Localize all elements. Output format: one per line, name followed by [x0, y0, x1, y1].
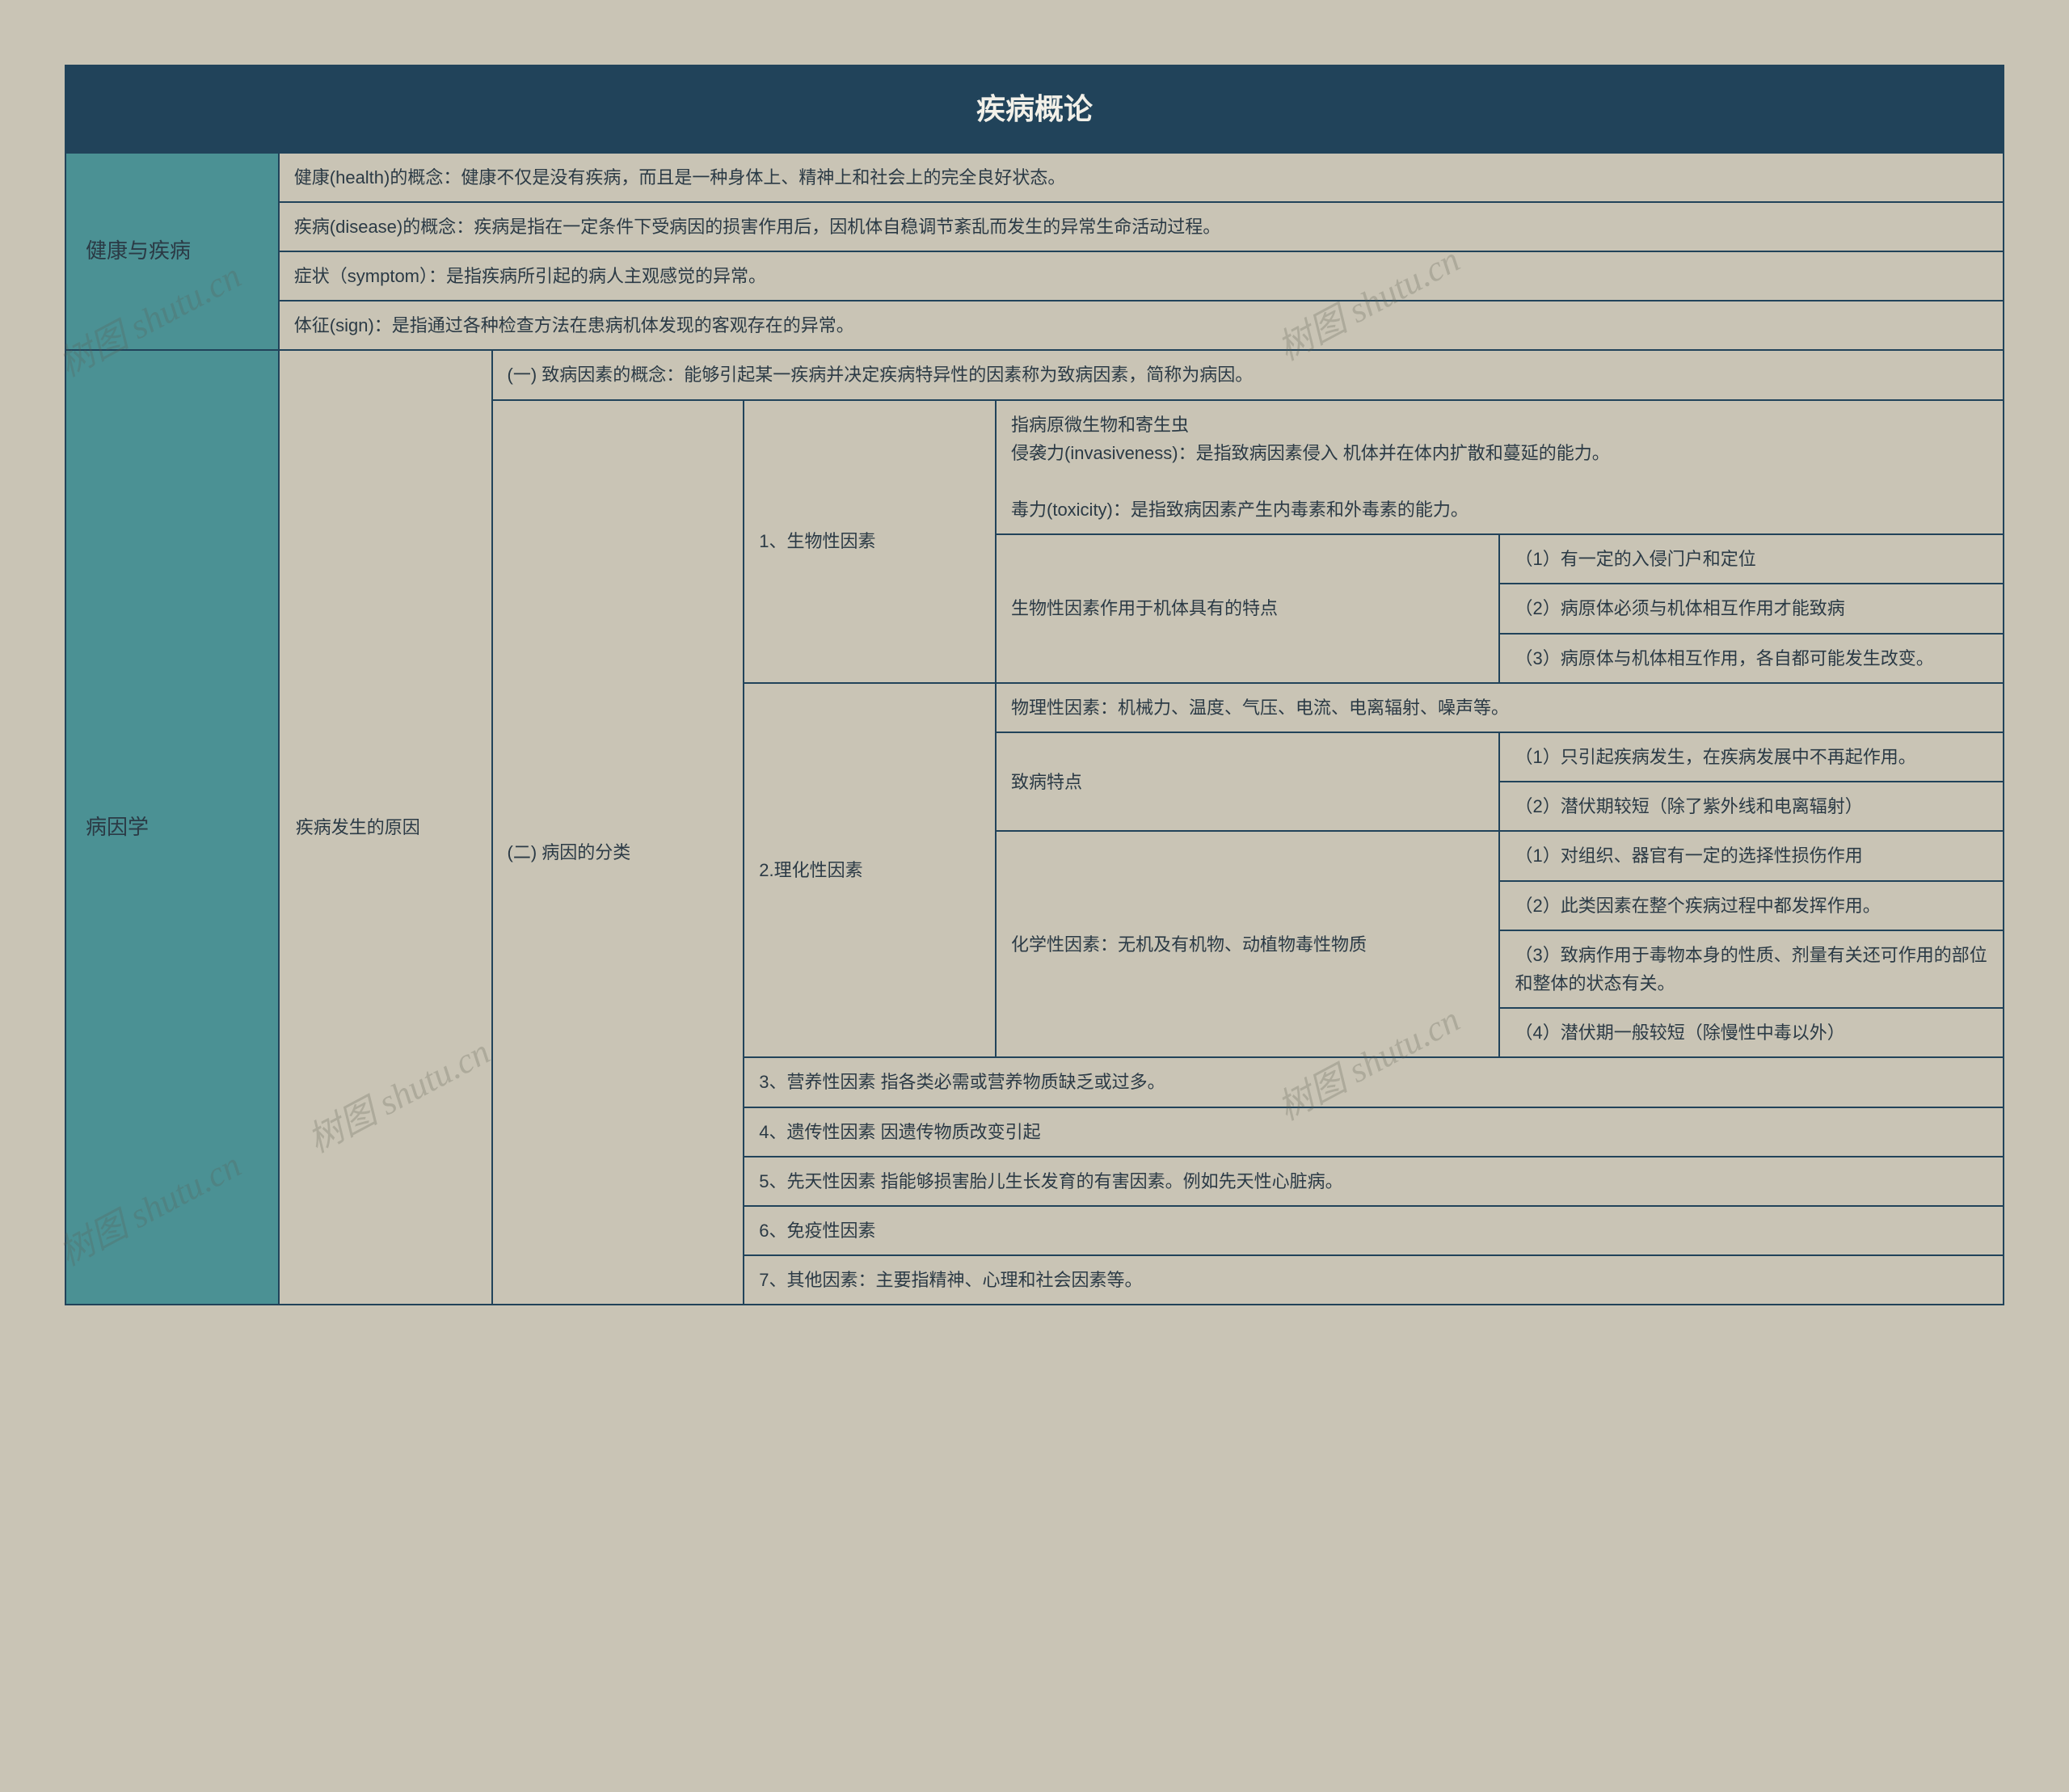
section-health: 健康与疾病: [65, 153, 279, 351]
row-health-0: 健康(health)的概念：健康不仅是没有疾病，而且是一种身体上、精神上和社会上…: [279, 153, 2004, 202]
row-classify: (二) 病因的分类: [492, 400, 744, 1305]
sub-cause: 疾病发生的原因: [279, 350, 492, 1305]
other-2: 5、先天性因素 指能够损害胎儿生长发育的有害因素。例如先天性心脏病。: [744, 1157, 2004, 1206]
phys-chem-1: （2）此类因素在整个疾病过程中都发挥作用。: [1499, 881, 2004, 930]
other-3: 6、免疫性因素: [744, 1206, 2004, 1255]
bio-desc: 指病原微生物和寄生虫 侵袭力(invasiveness)：是指致病因素侵入 机体…: [996, 400, 2004, 535]
outline-table: 疾病概论 健康与疾病 健康(health)的概念：健康不仅是没有疾病，而且是一种…: [65, 65, 2004, 1305]
section-etiology: 病因学: [65, 350, 279, 1305]
other-4: 7、其他因素：主要指精神、心理和社会因素等。: [744, 1255, 2004, 1305]
diagram-wrap: 疾病概论 健康与疾病 健康(health)的概念：健康不仅是没有疾病，而且是一种…: [65, 65, 2004, 1305]
phys-physical: 物理性因素：机械力、温度、气压、电流、电离辐射、噪声等。: [996, 683, 2004, 732]
row-health-1: 疾病(disease)的概念：疾病是指在一定条件下受病因的损害作用后，因机体自稳…: [279, 202, 2004, 251]
phys-chem-0: （1）对组织、器官有一定的选择性损伤作用: [1499, 831, 2004, 880]
row-concept: (一) 致病因素的概念：能够引起某一疾病并决定疾病特异性的因素称为致病因素，简称…: [492, 350, 2004, 399]
other-0: 3、营养性因素 指各类必需或营养物质缺乏或过多。: [744, 1057, 2004, 1107]
phys-path-label: 致病特点: [996, 732, 1499, 831]
other-1: 4、遗传性因素 因遗传物质改变引起: [744, 1107, 2004, 1157]
phys-chem-3: （4）潜伏期一般较短（除慢性中毒以外）: [1499, 1008, 2004, 1057]
bio-feat-2: （3）病原体与机体相互作用，各自都可能发生改变。: [1499, 634, 2004, 683]
page-title: 疾病概论: [65, 65, 2004, 153]
bio-feat-1: （2）病原体必须与机体相互作用才能致病: [1499, 584, 2004, 633]
phys-path-1: （2）潜伏期较短（除了紫外线和电离辐射）: [1499, 782, 2004, 831]
row-health-3: 体征(sign)：是指通过各种检查方法在患病机体发现的客观存在的异常。: [279, 301, 2004, 350]
row-health-2: 症状（symptom）：是指疾病所引起的病人主观感觉的异常。: [279, 251, 2004, 301]
bio-feat-label: 生物性因素作用于机体具有的特点: [996, 534, 1499, 683]
bio-label: 1、生物性因素: [744, 400, 996, 683]
phys-chem-2: （3）致病作用于毒物本身的性质、剂量有关还可作用的部位和整体的状态有关。: [1499, 930, 2004, 1008]
phys-label: 2.理化性因素: [744, 683, 996, 1058]
phys-chem-label: 化学性因素：无机及有机物、动植物毒性物质: [996, 831, 1499, 1057]
phys-path-0: （1）只引起疾病发生，在疾病发展中不再起作用。: [1499, 732, 2004, 782]
bio-feat-0: （1）有一定的入侵门户和定位: [1499, 534, 2004, 584]
